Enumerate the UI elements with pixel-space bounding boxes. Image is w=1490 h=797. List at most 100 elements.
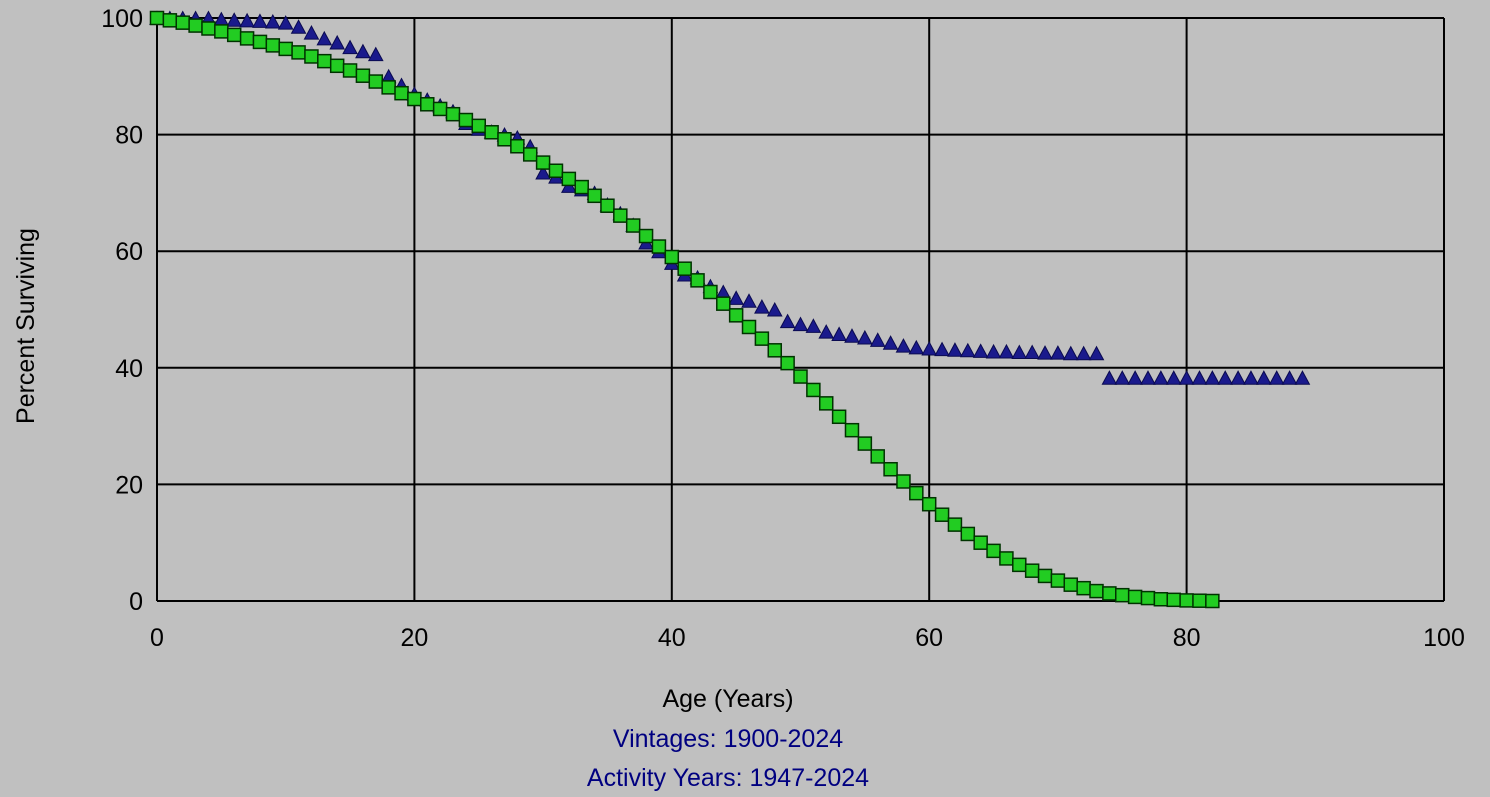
square-point xyxy=(445,106,461,122)
square-point xyxy=(1089,583,1104,599)
square-point xyxy=(510,139,525,154)
triangle-point xyxy=(1243,370,1259,385)
subtitle-vintages: Vintages: 1900-2024 xyxy=(613,725,843,753)
square-point xyxy=(986,543,1001,559)
triangle-point xyxy=(1050,345,1066,360)
square-point xyxy=(1192,593,1207,608)
triangle-point xyxy=(316,30,333,46)
triangle-point xyxy=(355,43,371,59)
square-point xyxy=(896,474,911,489)
triangle-point xyxy=(226,12,243,27)
square-point xyxy=(368,74,384,89)
square-point xyxy=(304,49,319,64)
triangle-point xyxy=(303,25,320,40)
triangle-point xyxy=(1011,344,1028,360)
square-point xyxy=(548,163,564,178)
y-tick-label: 80 xyxy=(115,122,143,150)
triangle-point xyxy=(1114,370,1131,385)
square-point xyxy=(291,45,306,60)
triangle-point xyxy=(741,293,757,308)
square-point xyxy=(625,218,641,233)
square-point xyxy=(703,284,718,300)
triangle-point xyxy=(844,328,860,343)
triangle-point xyxy=(1165,370,1182,385)
square-point xyxy=(716,296,731,311)
series-layer xyxy=(149,10,1311,609)
triangle-point xyxy=(1062,345,1079,361)
x-tick-label: 40 xyxy=(658,624,686,652)
square-point xyxy=(934,507,950,522)
square-point xyxy=(201,21,216,36)
square-point xyxy=(857,436,873,451)
square-point xyxy=(574,179,589,195)
square-point xyxy=(831,409,847,425)
x-tick-label: 80 xyxy=(1173,624,1201,652)
square-point xyxy=(754,331,770,346)
triangle-point xyxy=(959,342,976,358)
y-tick-label: 40 xyxy=(115,355,143,383)
square-point xyxy=(600,198,615,213)
square-point xyxy=(806,382,821,398)
triangle-point xyxy=(869,332,886,347)
triangle-point xyxy=(895,338,912,353)
triangle-point xyxy=(1281,370,1298,385)
square-point xyxy=(1076,580,1091,596)
triangle-point xyxy=(342,39,358,55)
triangle-point xyxy=(805,318,822,333)
triangle-point xyxy=(264,13,281,29)
square-point xyxy=(921,496,937,512)
triangle-point xyxy=(1217,370,1234,385)
triangle-point xyxy=(766,301,783,317)
square-point xyxy=(883,461,898,477)
y-axis-title: Percent Surviving xyxy=(12,228,40,424)
square-point xyxy=(265,38,281,53)
square-point xyxy=(690,273,705,288)
square-point xyxy=(947,517,963,532)
square-point xyxy=(471,118,486,134)
triangle-point xyxy=(1088,345,1105,361)
square-point xyxy=(1024,563,1040,578)
triangle-point xyxy=(1294,370,1311,385)
triangle-point xyxy=(1204,370,1221,385)
triangle-point xyxy=(1024,344,1040,360)
square-point xyxy=(741,319,757,335)
square-point xyxy=(1127,589,1143,605)
square-point xyxy=(278,41,293,57)
square-point xyxy=(728,308,744,323)
square-point xyxy=(162,13,178,28)
triangle-point xyxy=(921,341,938,356)
x-axis-title: Age (Years) xyxy=(662,685,793,713)
square-point xyxy=(960,526,976,542)
square-point xyxy=(999,551,1014,566)
square-point xyxy=(394,85,409,101)
square-point xyxy=(1037,568,1053,584)
square-point xyxy=(458,112,474,128)
square-point xyxy=(535,155,551,170)
triangle-point xyxy=(239,12,255,28)
square-point xyxy=(1063,577,1079,592)
x-tick-label: 0 xyxy=(150,624,164,652)
triangle-point xyxy=(290,19,307,34)
square-point xyxy=(497,132,512,147)
triangle-point xyxy=(1230,370,1246,385)
square-point xyxy=(317,53,332,69)
square-point xyxy=(329,58,345,74)
square-point xyxy=(818,396,834,411)
triangle-point xyxy=(934,341,950,357)
triangle-point xyxy=(1140,370,1156,385)
square-point xyxy=(793,369,808,384)
triangle-point xyxy=(535,164,551,180)
square-point xyxy=(651,239,667,254)
square-point xyxy=(1115,587,1130,603)
square-point xyxy=(342,63,358,78)
square-point xyxy=(420,97,435,112)
y-axis-ticks: 0 20 40 60 80 100 xyxy=(101,5,143,616)
square-point xyxy=(613,208,628,223)
square-point xyxy=(175,15,190,30)
triangle-point xyxy=(1268,370,1285,385)
square-point xyxy=(973,535,988,550)
y-tick-label: 20 xyxy=(115,471,143,499)
triangle-point xyxy=(831,326,847,341)
triangle-point xyxy=(252,13,268,28)
square-point xyxy=(484,125,499,140)
